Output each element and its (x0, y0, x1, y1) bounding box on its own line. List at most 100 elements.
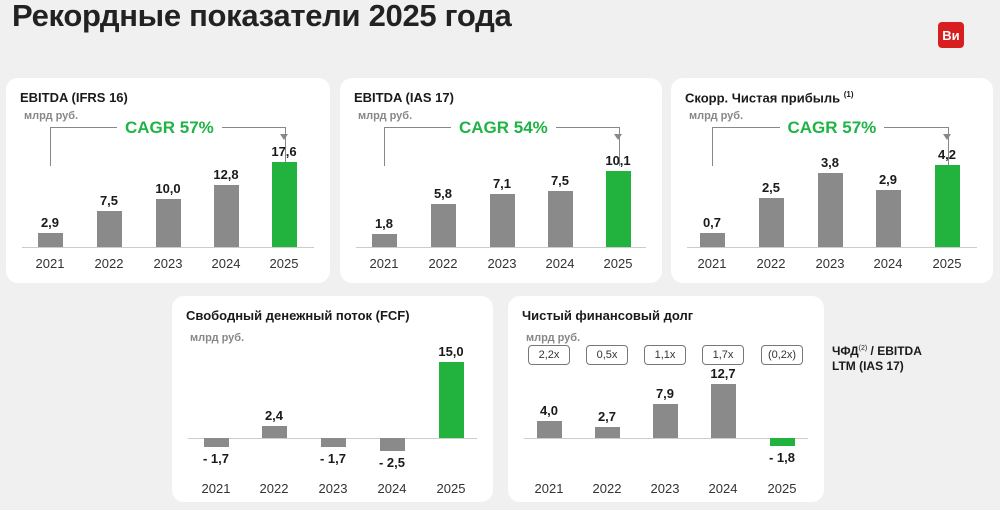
year-tick: 2025 (269, 256, 299, 271)
data-label: 2,5 (761, 180, 781, 196)
chart-card: Скорр. Чистая прибыль (1) млрд руб. CAGR 5… (671, 78, 993, 283)
year-tick: 2022 (592, 481, 622, 496)
bar-2023 (489, 193, 515, 247)
chart-card: EBITDA (IFRS 16) млрд руб. CAGR 57% 2,9 2021… (6, 78, 330, 283)
bar-2024 (379, 438, 405, 451)
bar-2025 (769, 438, 795, 446)
cagr-label: CAGR 57% (779, 118, 885, 138)
year-tick: 2021 (369, 256, 399, 271)
data-label: 4,0 (539, 403, 559, 418)
year-tick: 2021 (697, 256, 727, 271)
ratio-legend: ЧФД(2) / EBITDA LTM (IAS 17) (832, 341, 922, 374)
data-label: 12,7 (710, 366, 736, 382)
bar-2023 (320, 438, 346, 447)
year-tick: 2022 (428, 256, 458, 271)
year-tick: 2024 (377, 481, 407, 496)
year-tick: 2025 (436, 481, 466, 496)
unit-label: млрд руб. (358, 110, 413, 122)
data-label: 0,7 (702, 215, 722, 231)
year-tick: 2023 (153, 256, 183, 271)
year-tick: 2022 (259, 481, 289, 496)
unit-label: млрд руб. (526, 332, 581, 344)
year-tick: 2022 (94, 256, 124, 271)
year-tick: 2024 (708, 481, 738, 496)
data-label: - 1,7 (319, 450, 346, 466)
chart-title: Скорр. Чистая прибыль (1) (685, 90, 854, 105)
data-label: 15,0 (438, 343, 464, 359)
bar-2021 (536, 421, 562, 438)
bar-2023 (652, 404, 678, 438)
chart-title-text: EBITDA (IAS 17) (354, 90, 454, 105)
chart-baseline (356, 247, 646, 248)
unit-label: млрд руб. (190, 332, 245, 344)
ratio-badge: 1,1x (644, 345, 686, 365)
year-tick: 2023 (487, 256, 517, 271)
cagr-arrow-icon (614, 134, 622, 140)
chart-title: Свободный денежный поток (FCF) (186, 308, 410, 323)
year-tick: 2023 (815, 256, 845, 271)
year-tick: 2023 (650, 481, 680, 496)
bar-2023 (817, 172, 843, 247)
chart-title-text: Свободный денежный поток (FCF) (186, 308, 410, 323)
ratio-badge: 0,5x (586, 345, 628, 365)
ratio-legend-main: ЧФД (832, 344, 859, 358)
chart-title-text: Чистый финансовый долг (522, 308, 694, 323)
chart-card: Свободный денежный поток (FCF) млрд руб. -… (172, 296, 493, 502)
data-label: 2,4 (264, 407, 284, 423)
bar-2024 (710, 384, 736, 438)
bar-2022 (261, 425, 287, 438)
data-label: 7,5 (550, 172, 570, 188)
data-label: 4,2 (937, 147, 957, 163)
cagr-label: CAGR 57% (117, 118, 222, 138)
bar-2025 (605, 171, 631, 247)
unit-label: млрд руб. (24, 110, 79, 122)
bar-2024 (875, 190, 901, 247)
year-tick: 2022 (756, 256, 786, 271)
data-label: 2,7 (597, 408, 617, 424)
year-tick: 2024 (873, 256, 903, 271)
chart-title-text: Скорр. Чистая прибыль (685, 90, 841, 106)
bar-2021 (371, 233, 397, 247)
chart-title: EBITDA (IAS 17) (354, 90, 454, 105)
chart-title-text: EBITDA (IFRS 16) (20, 90, 128, 105)
year-tick: 2024 (545, 256, 575, 271)
data-label: 5,8 (433, 185, 453, 201)
data-label: 17,6 (271, 143, 297, 159)
bar-2025 (438, 361, 464, 438)
year-tick: 2021 (534, 481, 564, 496)
ratio-badge: 1,7x (702, 345, 744, 365)
bar-2021 (699, 233, 725, 247)
year-tick: 2025 (767, 481, 797, 496)
chart-title: EBITDA (IFRS 16) (20, 90, 128, 105)
bar-2022 (594, 426, 620, 438)
data-label: - 1,7 (202, 450, 229, 466)
data-label: 7,5 (99, 192, 119, 208)
data-label: 7,9 (655, 386, 675, 402)
bar-2022 (758, 198, 784, 247)
data-label: 7,1 (492, 175, 512, 191)
year-tick: 2021 (35, 256, 65, 271)
bar-2025 (934, 165, 960, 247)
chart-card: EBITDA (IAS 17) млрд руб. CAGR 54% 1,8 2021 5… (340, 78, 662, 283)
chart-baseline (687, 247, 977, 248)
data-label: 1,8 (374, 215, 394, 231)
page-title: Рекордные показатели 2025 года (12, 0, 512, 33)
year-tick: 2021 (201, 481, 231, 496)
bar-2022 (96, 210, 122, 247)
bar-2021 (203, 438, 229, 447)
cagr-arrow-icon (280, 134, 288, 140)
year-tick: 2024 (211, 256, 241, 271)
bar-2024 (547, 190, 573, 247)
data-label: 12,8 (213, 167, 239, 183)
bar-2022 (430, 203, 456, 247)
data-label: 10,0 (155, 180, 181, 196)
data-label: 10,1 (605, 153, 631, 169)
cagr-label: CAGR 54% (451, 118, 556, 138)
chart-baseline (22, 247, 314, 248)
year-tick: 2023 (318, 481, 348, 496)
bar-2021 (37, 232, 63, 247)
chart-title-footnote: (1) (843, 90, 854, 99)
data-label: - 1,8 (768, 449, 795, 465)
ratio-badge: 2,2x (528, 345, 570, 365)
chart-baseline (524, 438, 808, 439)
